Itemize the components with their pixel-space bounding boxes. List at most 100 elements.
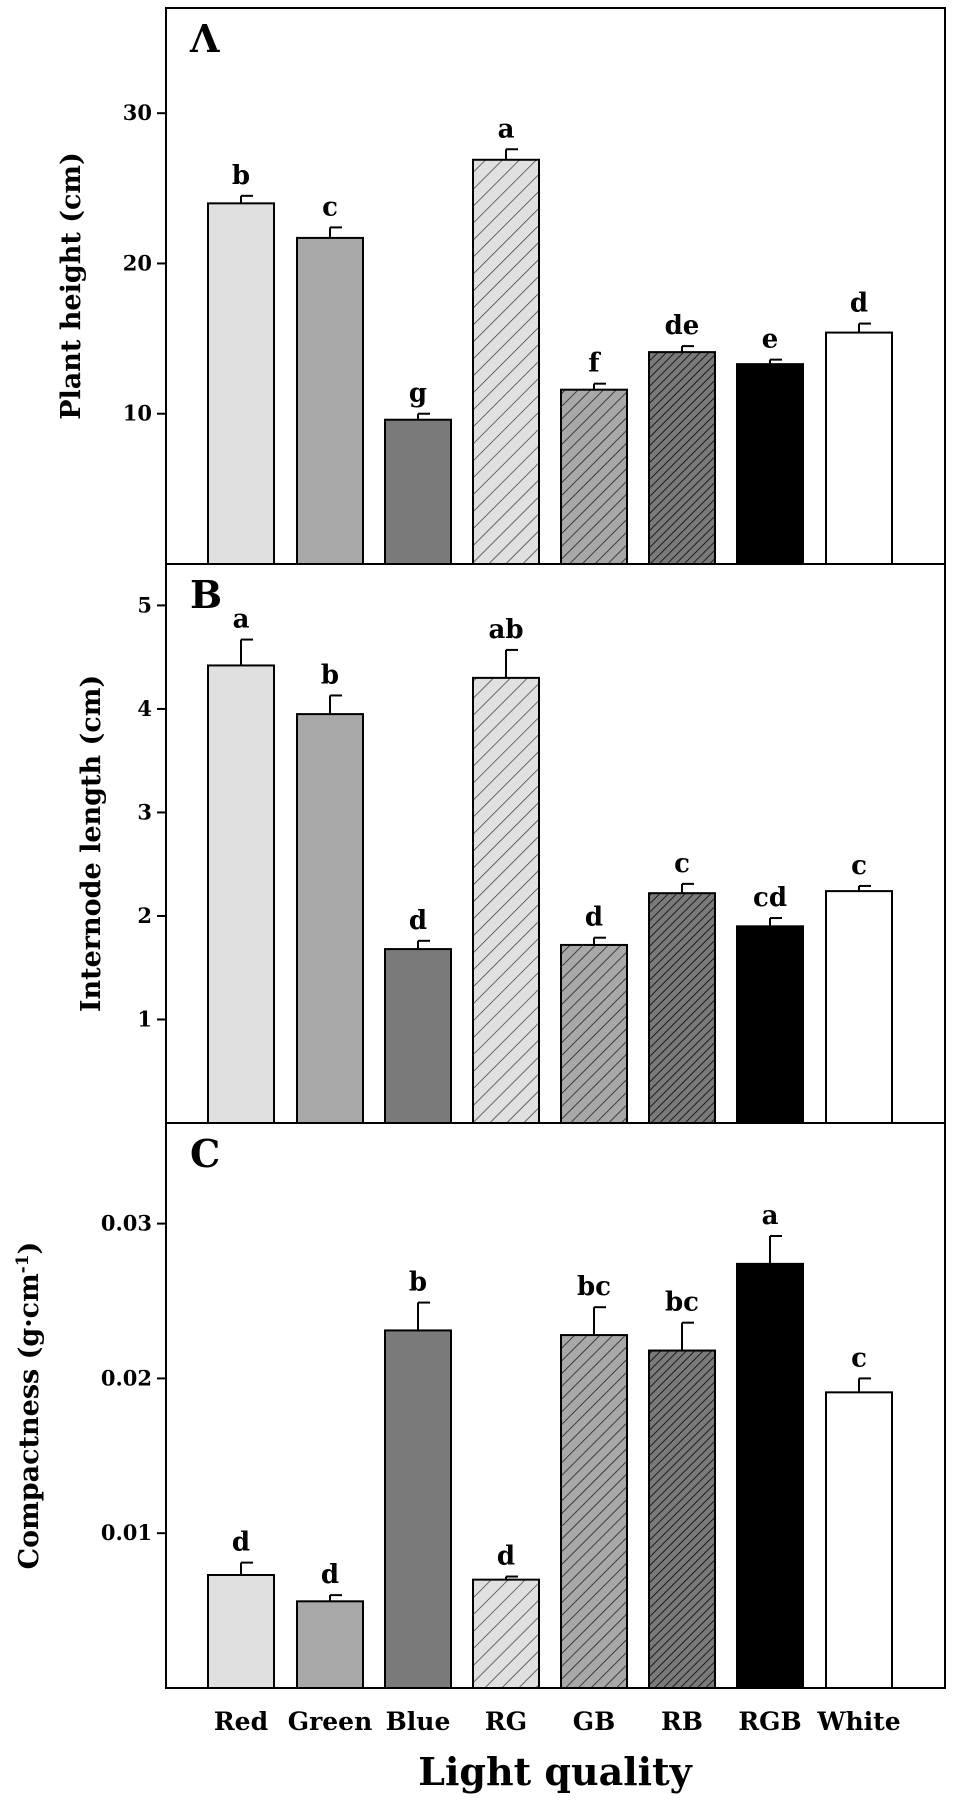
significance-label: bc bbox=[665, 1288, 699, 1318]
error-bar-A-RGB bbox=[769, 358, 782, 365]
bar-B-GB bbox=[560, 943, 628, 1124]
significance-label: d bbox=[321, 1560, 339, 1590]
error-bar-C-Green bbox=[329, 1594, 342, 1602]
error-bar-C-Blue bbox=[417, 1301, 430, 1331]
panel-letter: B bbox=[190, 572, 222, 617]
bar-C-RG bbox=[472, 1578, 540, 1689]
bar-B-White bbox=[825, 890, 893, 1125]
error-bar-B-GB bbox=[593, 936, 606, 945]
y-tick-label: 20 bbox=[123, 250, 152, 275]
error-bar-C-GB bbox=[593, 1306, 606, 1336]
significance-label: f bbox=[588, 349, 601, 379]
bar-C-Blue bbox=[384, 1329, 452, 1690]
x-tick-label-RG: RG bbox=[485, 1707, 527, 1736]
error-bar-B-Red bbox=[240, 638, 253, 666]
x-tick-label-RB: RB bbox=[661, 1707, 703, 1736]
bar-C-RGB bbox=[736, 1262, 804, 1690]
x-tick-label-RGB: RGB bbox=[738, 1707, 801, 1736]
bar-A-Red bbox=[207, 202, 275, 565]
x-tick-label-White: White bbox=[816, 1707, 900, 1736]
y-tick-label: 4 bbox=[137, 696, 152, 721]
bar-B-RG bbox=[472, 676, 540, 1124]
y-tick-label: 1 bbox=[137, 1006, 152, 1031]
bar-B-RB bbox=[648, 892, 716, 1125]
error-bar-A-GB bbox=[593, 382, 606, 390]
error-bar-C-White bbox=[858, 1377, 871, 1393]
bar-C-Green bbox=[296, 1600, 364, 1689]
error-bar-B-White bbox=[858, 884, 871, 892]
significance-label: b bbox=[232, 161, 250, 191]
error-bar-A-Blue bbox=[417, 412, 430, 420]
bar-C-White bbox=[825, 1391, 893, 1689]
significance-label: d bbox=[585, 903, 603, 933]
y-tick-label: 10 bbox=[123, 401, 152, 426]
significance-label: a bbox=[233, 605, 250, 635]
significance-label: a bbox=[762, 1201, 779, 1231]
y-tick-label: 3 bbox=[137, 799, 152, 824]
panel-C: d d b d bc bc a c 0.01 0.02 0.03 Compactness (g·cm-… bbox=[13, 1122, 946, 1690]
significance-label: c bbox=[674, 849, 690, 879]
y-tick-label: 0.02 bbox=[101, 1365, 152, 1390]
error-bar-C-RG bbox=[505, 1575, 518, 1580]
error-bar-A-Red bbox=[240, 194, 253, 204]
significance-label: d bbox=[850, 289, 868, 319]
panel-frame bbox=[165, 1122, 946, 1689]
error-bar-B-Blue bbox=[417, 939, 430, 950]
panel-letter: Λ bbox=[189, 16, 220, 61]
error-bar-A-White bbox=[858, 322, 871, 333]
bar-B-Green bbox=[296, 713, 364, 1125]
x-tick-label-Blue: Blue bbox=[386, 1707, 451, 1736]
significance-label: e bbox=[762, 325, 779, 355]
bar-C-Red bbox=[207, 1574, 275, 1689]
error-bar-C-RB bbox=[681, 1321, 694, 1351]
significance-label: de bbox=[665, 311, 700, 341]
error-bar-C-Red bbox=[240, 1561, 253, 1575]
error-bar-B-Green bbox=[329, 694, 342, 715]
y-tick-label: 0.01 bbox=[101, 1520, 152, 1545]
significance-label: cd bbox=[753, 883, 787, 913]
x-tick-label-Green: Green bbox=[288, 1707, 373, 1736]
error-bar-B-RB bbox=[681, 882, 694, 894]
error-bar-C-RGB bbox=[769, 1235, 782, 1264]
y-axis-label: Plant height (cm) bbox=[56, 152, 87, 420]
x-tick-label-GB: GB bbox=[573, 1707, 615, 1736]
significance-label: c bbox=[851, 1343, 867, 1373]
error-bar-A-RG bbox=[505, 148, 518, 160]
significance-label: bc bbox=[577, 1272, 611, 1302]
significance-label: g bbox=[409, 379, 427, 409]
error-bar-B-RG bbox=[505, 648, 518, 678]
bar-A-GB bbox=[560, 388, 628, 565]
y-axis-label: Compactness (g·cm-1) bbox=[13, 1242, 45, 1570]
panel-letter: C bbox=[190, 1131, 220, 1176]
bar-A-RGB bbox=[736, 363, 804, 565]
bar-B-Blue bbox=[384, 948, 452, 1124]
significance-label: b bbox=[321, 660, 339, 690]
y-axis-label: Internode length (cm) bbox=[76, 675, 107, 1012]
y-tick-label: 5 bbox=[137, 592, 152, 617]
error-bar-A-Green bbox=[329, 226, 342, 238]
bar-A-RG bbox=[472, 158, 540, 565]
bar-B-Red bbox=[207, 664, 275, 1124]
significance-label: a bbox=[498, 114, 515, 144]
y-tick-label: 2 bbox=[137, 903, 152, 928]
significance-label: b bbox=[409, 1268, 427, 1298]
significance-label: ab bbox=[488, 615, 523, 645]
bar-A-RB bbox=[648, 351, 716, 566]
bar-A-Green bbox=[296, 236, 364, 565]
x-tick-label-Red: Red bbox=[214, 1707, 268, 1736]
significance-label: d bbox=[497, 1542, 515, 1572]
panel-A: b c g a f de e d 10 20 30 Plant height (cm) Λ bbox=[56, 7, 946, 566]
significance-label: d bbox=[409, 906, 427, 936]
error-bar-B-RGB bbox=[769, 917, 782, 927]
significance-label: d bbox=[232, 1528, 250, 1558]
bar-A-Blue bbox=[384, 418, 452, 565]
y-tick-label: 0.03 bbox=[101, 1211, 152, 1236]
bar-C-RB bbox=[648, 1349, 716, 1690]
bar-C-GB bbox=[560, 1334, 628, 1689]
bar-B-RGB bbox=[736, 925, 804, 1124]
bar-A-White bbox=[825, 331, 893, 565]
significance-label: c bbox=[322, 192, 338, 222]
error-bar-A-RB bbox=[681, 345, 694, 353]
